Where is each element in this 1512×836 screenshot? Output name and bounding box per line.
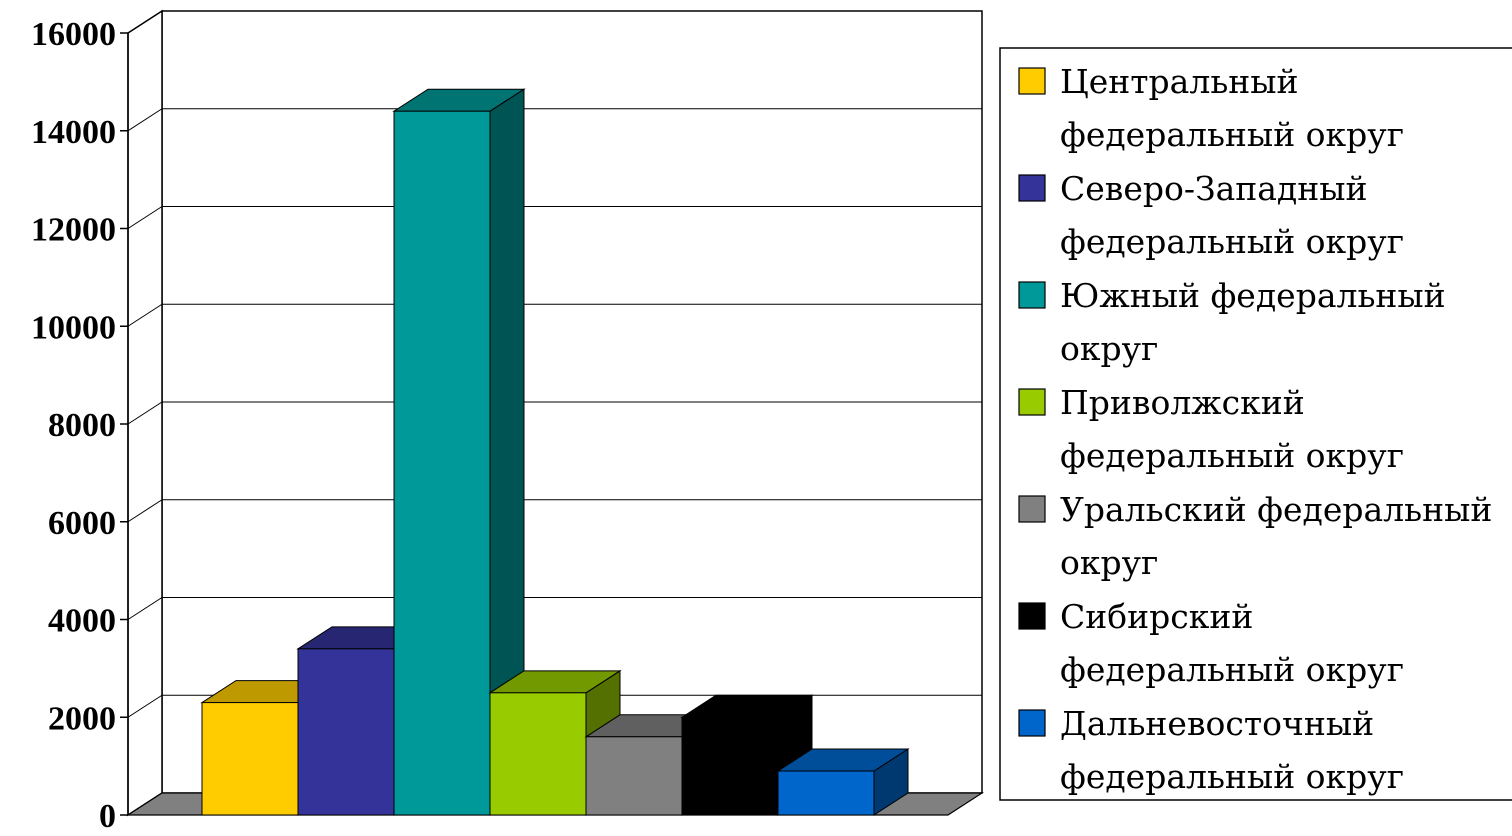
y-tick-label: 8000 <box>48 407 116 444</box>
y-tick-label: 4000 <box>48 603 116 640</box>
y-tick-label: 12000 <box>31 212 116 249</box>
y-tick-label: 2000 <box>48 700 116 737</box>
bar-front <box>489 692 587 816</box>
legend-swatch <box>1018 281 1046 309</box>
gridline-side <box>127 108 163 132</box>
gridline-side <box>127 401 163 425</box>
y-tick-label: 10000 <box>31 309 116 346</box>
bar-front <box>777 770 875 816</box>
bars <box>200 88 910 816</box>
y-tick-label: 16000 <box>31 16 116 53</box>
bar-front <box>681 716 779 816</box>
legend-label-line: Дальневосточный <box>1060 704 1374 743</box>
gridline-side <box>127 597 163 620</box>
gridlines <box>127 10 982 718</box>
legend-label-line: округ <box>1060 543 1158 582</box>
legend-label: Северо-Западный федеральный округ <box>1060 169 1404 261</box>
y-tick-label: 14000 <box>31 114 116 151</box>
legend-label: Уральский федеральный округ <box>1060 490 1492 582</box>
legend-label-line: Приволжский <box>1060 383 1305 422</box>
legend-label-line: Центральный <box>1060 62 1299 101</box>
legend-label: Дальневосточный федеральный округ <box>1060 704 1404 796</box>
gridline-side <box>127 303 163 327</box>
legend-swatch <box>1018 602 1046 630</box>
legend-label-line: федеральный округ <box>1060 115 1404 154</box>
legend-label-line: Уральский федеральный <box>1060 490 1492 529</box>
legend-label-line: федеральный округ <box>1060 757 1404 796</box>
bar-front <box>201 702 299 816</box>
bar <box>680 694 814 816</box>
y-tick-label: 6000 <box>48 505 116 542</box>
y-axis: 0 2000 4000 6000 8000 10000 12000 14000 16000 <box>31 16 129 835</box>
bar-front <box>585 736 683 816</box>
legend-label-line: федеральный округ <box>1060 650 1404 689</box>
legend-label: Сибирский федеральный округ <box>1060 597 1404 689</box>
legend: Центральный федеральный округСеверо-Запад… <box>999 47 1512 801</box>
legend-label-line: округ <box>1060 329 1158 368</box>
y-tick-label: 0 <box>99 798 116 832</box>
legend-label: Центральный федеральный округ <box>1060 62 1404 154</box>
gridline-side <box>127 694 163 718</box>
gridline-side <box>127 10 163 34</box>
legend-swatch <box>1018 388 1046 416</box>
legend-label-line: федеральный округ <box>1060 436 1404 475</box>
legend-label: Приволжский федеральный округ <box>1060 383 1404 475</box>
legend-swatch <box>1018 495 1046 523</box>
gridline-side <box>127 206 163 229</box>
legend-swatch <box>1018 174 1046 202</box>
bar-front <box>393 110 491 816</box>
legend-box <box>999 47 1512 801</box>
bar <box>776 748 910 816</box>
bar-front <box>297 648 395 816</box>
legend-label-line: федеральный округ <box>1060 222 1404 261</box>
legend-label: Южный федеральный округ <box>1060 276 1446 368</box>
legend-label-line: Северо-Западный <box>1060 169 1368 208</box>
bar <box>392 88 526 816</box>
legend-label-line: Южный федеральный <box>1060 276 1446 315</box>
legend-label-line: Сибирский <box>1060 597 1253 636</box>
gridline-side <box>127 499 163 523</box>
legend-swatch <box>1018 709 1046 737</box>
legend-swatch <box>1018 67 1046 95</box>
